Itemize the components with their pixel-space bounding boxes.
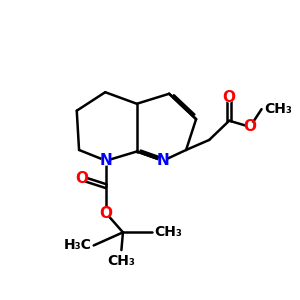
Text: O: O <box>76 171 88 186</box>
Text: H₃C: H₃C <box>64 238 92 252</box>
Text: O: O <box>100 206 112 220</box>
Circle shape <box>225 93 233 102</box>
Text: N: N <box>100 153 112 168</box>
Text: CH₃: CH₃ <box>264 102 292 116</box>
Circle shape <box>102 209 110 217</box>
Circle shape <box>102 157 110 165</box>
Text: O: O <box>244 119 256 134</box>
Text: CH₃: CH₃ <box>107 254 135 268</box>
Circle shape <box>78 174 86 183</box>
Circle shape <box>159 157 167 165</box>
Text: CH₃: CH₃ <box>154 225 182 239</box>
Text: O: O <box>223 90 236 105</box>
Text: N: N <box>157 153 169 168</box>
Circle shape <box>246 123 254 131</box>
